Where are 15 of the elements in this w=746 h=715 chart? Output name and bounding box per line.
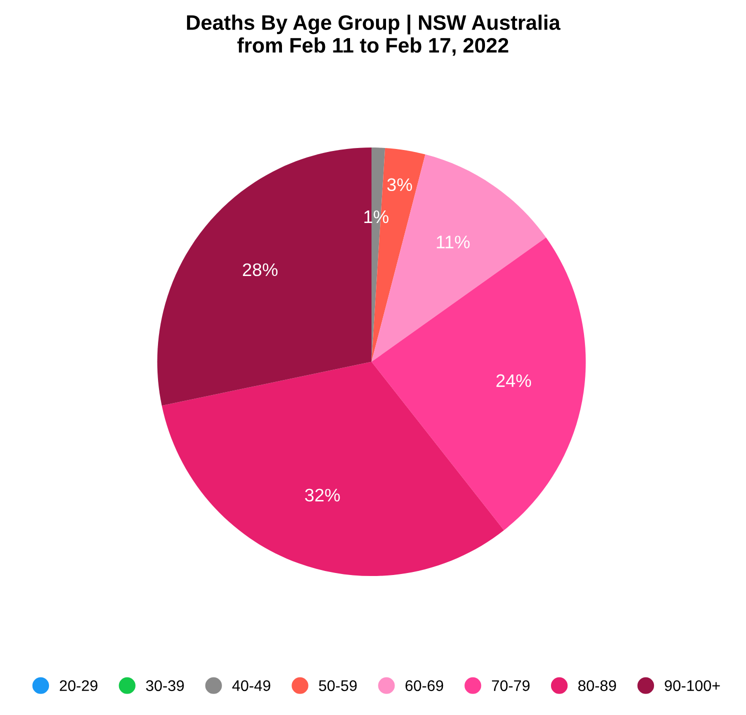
legend-label: 30-39 <box>146 680 184 692</box>
chart-title: Deaths By Age Group | NSW Australia from Feb 11 to Feb 17, 2022 <box>187 14 560 56</box>
legend-label: 50-59 <box>318 680 357 692</box>
legend-label: 90-100+ <box>664 680 720 692</box>
data-label: 32% <box>305 488 340 502</box>
legend-label: 60-69 <box>406 680 444 692</box>
legend-label: 70-79 <box>492 680 530 692</box>
legend-label: 20-29 <box>60 680 98 692</box>
pie-slice <box>372 238 586 530</box>
data-label: 11% <box>436 236 470 248</box>
data-label: 3% <box>387 178 412 192</box>
data-label: 24% <box>496 374 532 387</box>
data-label: 28% <box>242 263 278 276</box>
legend-label: 80-89 <box>578 680 616 692</box>
legend-label: 40-49 <box>232 680 270 692</box>
